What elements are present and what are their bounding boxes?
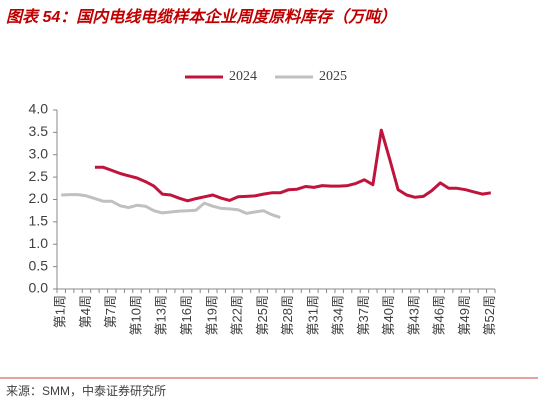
legend-label: 2024 [229, 69, 257, 84]
x-tick-label: 第28周 [280, 295, 295, 335]
x-tick-label: 第52周 [482, 295, 497, 335]
y-tick-label: 3.5 [29, 123, 49, 139]
x-tick-label: 第40周 [381, 295, 396, 335]
series-line [94, 128, 492, 203]
x-tick-label: 第43周 [406, 295, 421, 335]
x-tick-label: 第31周 [305, 295, 320, 335]
legend-item: 2025 [275, 69, 347, 84]
chart-title: 图表 54：国内电线电缆样本企业周度原料库存（万吨） [6, 7, 396, 26]
x-tick-label: 第1周 [53, 295, 68, 328]
source: 来源：SMM，中泰证券研究所 [6, 383, 166, 398]
y-tick-label: 0.0 [29, 280, 49, 296]
x-tick-label: 第7周 [103, 295, 118, 328]
y-tick-label: 4.0 [29, 101, 49, 117]
series-line [61, 193, 281, 219]
y-tick-label: 2.0 [29, 190, 49, 206]
y-tick-label: 0.5 [29, 257, 49, 273]
x-tick-label: 第25周 [255, 295, 270, 335]
y-tick-label: 2.5 [29, 168, 49, 184]
x-tick-label: 第16周 [179, 295, 194, 335]
y-tick-label: 1.0 [29, 235, 49, 251]
x-tick-label: 第19周 [204, 295, 219, 335]
x-tick-label: 第22周 [230, 295, 245, 335]
x-tick-label: 第13周 [154, 295, 169, 335]
y-tick-label: 3.0 [29, 145, 49, 161]
legend-label: 2025 [319, 69, 347, 84]
x-tick-label: 第4周 [78, 295, 93, 328]
x-tick-label: 第49周 [457, 295, 472, 335]
legend-item: 2024 [185, 69, 257, 84]
x-tick-label: 第34周 [331, 295, 346, 335]
x-tick-label: 第46周 [432, 295, 447, 335]
x-tick-label: 第10周 [128, 295, 143, 335]
y-tick-label: 1.5 [29, 213, 49, 229]
x-tick-label: 第37周 [356, 295, 371, 335]
